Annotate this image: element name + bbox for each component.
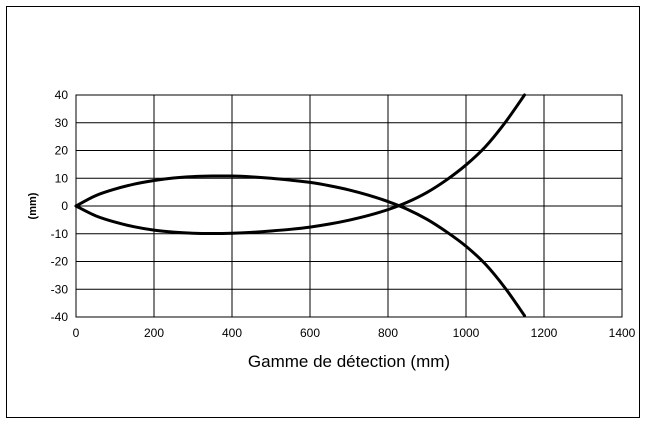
x-tick-label: 800 xyxy=(378,326,398,340)
x-tick-label: 1200 xyxy=(531,326,558,340)
series-line-2 xyxy=(74,93,526,235)
y-tick-label: 0 xyxy=(61,199,68,213)
y-tick-label: -10 xyxy=(51,227,69,241)
y-axis-label: (mm) xyxy=(27,192,39,219)
chart-frame xyxy=(6,6,640,418)
x-tick-label: 0 xyxy=(73,326,80,340)
y-tick-label: 20 xyxy=(55,144,69,158)
x-axis-label: Gamme de détection (mm) xyxy=(248,352,450,371)
x-tick-label: 400 xyxy=(222,326,242,340)
x-tick-label: 1400 xyxy=(609,326,636,340)
plot-area-border xyxy=(75,94,623,318)
y-tick-label: 40 xyxy=(55,88,69,102)
grid xyxy=(75,94,623,318)
y-tick-label: -20 xyxy=(51,255,69,269)
x-tick-label: 1000 xyxy=(453,326,480,340)
series-lines xyxy=(74,93,526,318)
x-tick-label: 200 xyxy=(144,326,164,340)
y-tick-label: 30 xyxy=(55,116,69,130)
y-tick-label: 10 xyxy=(55,171,69,185)
series-line-1 xyxy=(74,174,526,318)
tick-labels: 0 200 400 600 800 1000 1200 1400 40 30 20 10 0 -10 -20… xyxy=(51,88,636,340)
y-tick-label: -40 xyxy=(51,310,69,324)
x-tick-label: 600 xyxy=(300,326,320,340)
y-tick-label: -30 xyxy=(51,282,69,296)
